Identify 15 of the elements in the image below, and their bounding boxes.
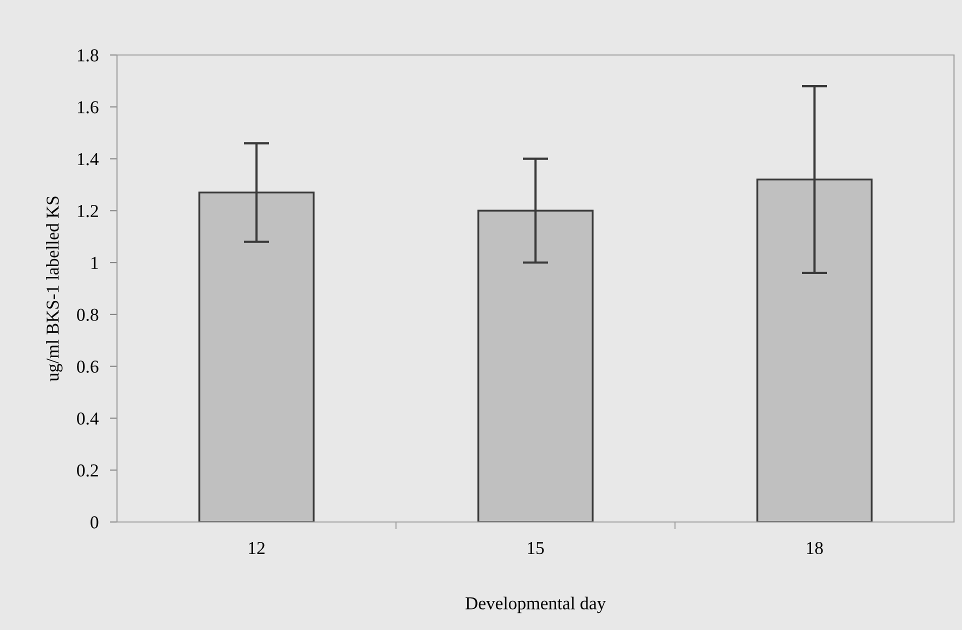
- y-tick-label: 1.8: [78, 49, 98, 62]
- y-tick-label: 1.2: [78, 204, 98, 218]
- x-tick-label: 15: [528, 542, 544, 554]
- y-tick-label: 1.4: [78, 153, 99, 166]
- x-tick-label: 12: [249, 542, 265, 554]
- y-tick-label: 0.6: [77, 360, 98, 373]
- x-tick-label: 18: [807, 542, 823, 554]
- y-tick-label: 1.6: [78, 101, 98, 114]
- y-axis-title: ug/ml BKS-1 labelled KS: [46, 196, 62, 382]
- y-tick-label: 1: [92, 256, 98, 269]
- y-tick-label: 0: [90, 516, 98, 528]
- y-tick-label: 0.8: [77, 308, 98, 321]
- y-tick-label: 0.4: [77, 412, 99, 425]
- x-axis-title: Developmental day: [466, 596, 606, 614]
- y-tick-label: 0.2: [77, 464, 98, 477]
